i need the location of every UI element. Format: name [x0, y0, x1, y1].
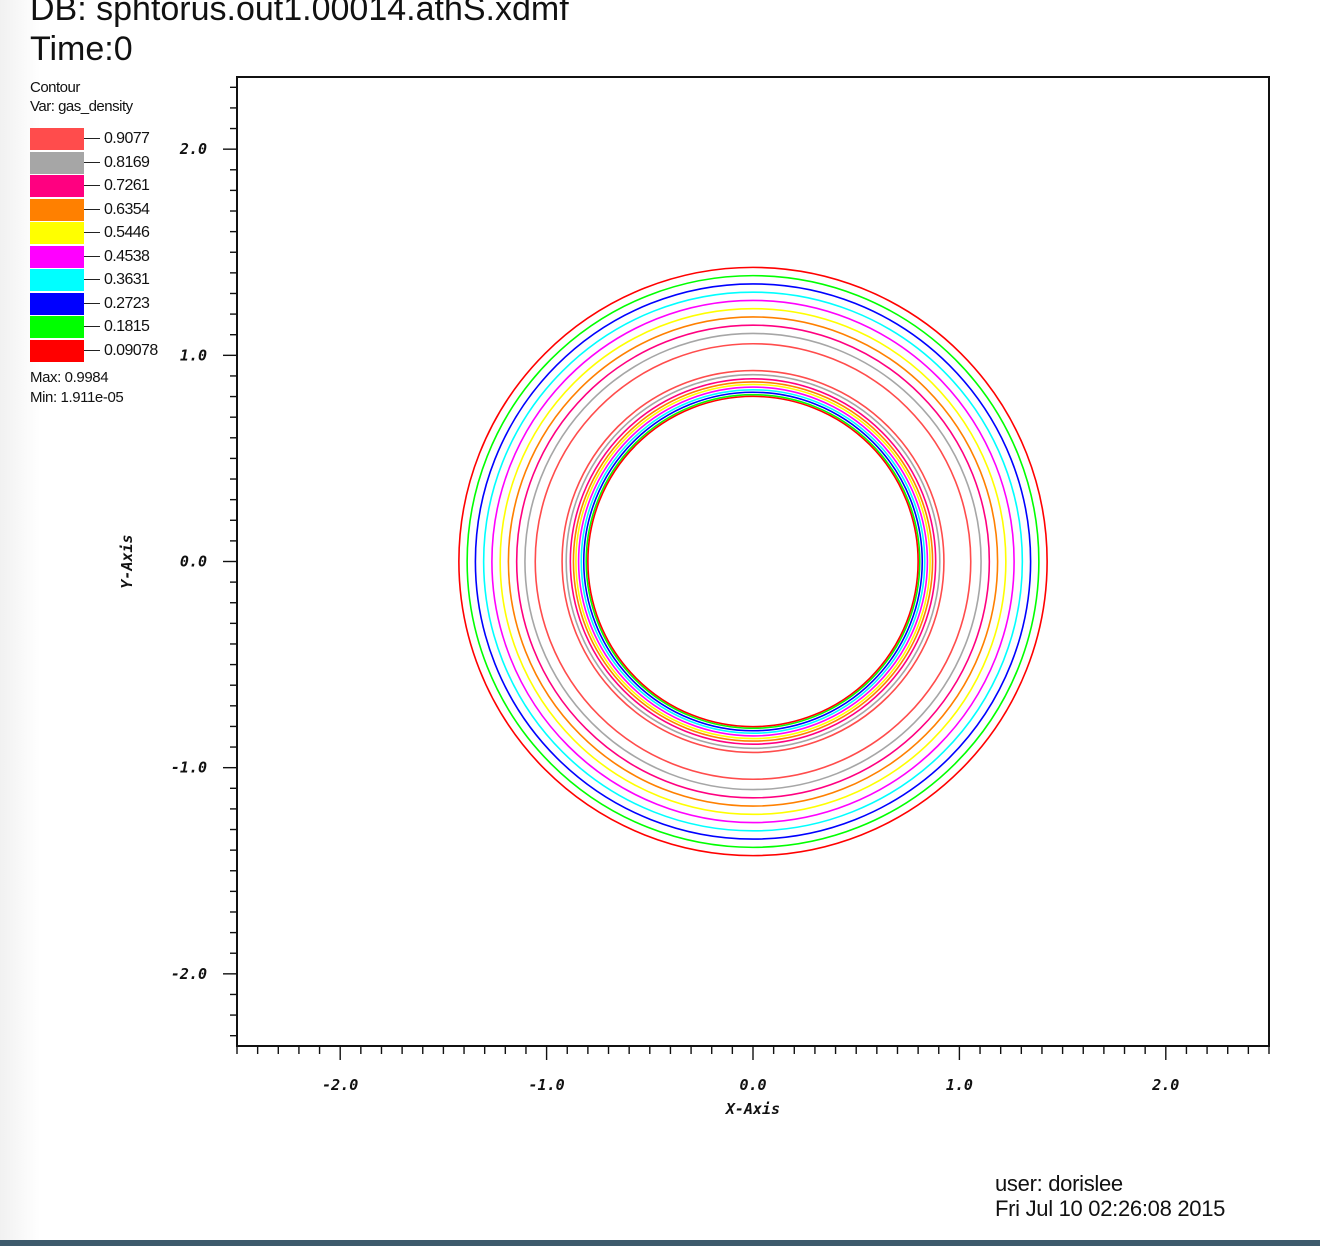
contour-line [585, 393, 921, 730]
legend-entry: 0.2723 [30, 292, 230, 315]
legend-label: 0.9077 [104, 130, 150, 147]
contour-line [474, 283, 1032, 840]
contour-line [565, 373, 941, 750]
legend-tick [84, 138, 100, 139]
x-tick-label: 0.0 [739, 1076, 766, 1094]
legend-label: 0.5446 [104, 224, 150, 241]
contour-line [575, 383, 931, 740]
legend-tick [84, 255, 100, 257]
legend-min: Min: 1.911e-05 [30, 389, 124, 406]
legend-max: Max: 0.9984 [30, 369, 109, 386]
plot-frame [236, 76, 1270, 1047]
contour-line [569, 378, 937, 745]
legend-title: Contour [30, 79, 80, 96]
legend-entry: 0.5446 [30, 222, 230, 244]
window-bottom-edge [0, 1240, 1320, 1246]
database-title: DB: sphtorus.out1.00014.athS.xdmf [30, 0, 569, 28]
legend-entry: 0.4538 [30, 245, 230, 268]
legend-swatch [30, 269, 84, 291]
legend-entry: 0.9077 [30, 128, 230, 150]
legend-tick [84, 279, 100, 280]
contour-line [577, 386, 929, 737]
contour-line [582, 391, 924, 732]
contour-line [561, 369, 945, 754]
legend-stats: Max: 0.9984 Min: 1.911e-05 [30, 368, 124, 408]
contour-line [587, 395, 919, 728]
legend-swatch [30, 245, 84, 268]
contour-line [491, 299, 1015, 824]
legend-tick [84, 161, 100, 163]
x-tick-label: -2.0 [322, 1076, 358, 1094]
legend-swatch [30, 292, 84, 315]
legend-variable: Var: gas_density [30, 98, 133, 115]
legend-label: 0.7261 [104, 177, 150, 194]
legend-swatch [30, 151, 84, 174]
time-label: Time:0 [30, 30, 133, 68]
y-tick-label: 2.0 [179, 140, 207, 158]
legend-entry: 0.1815 [30, 316, 230, 338]
footer-date: Fri Jul 10 02:26:08 2015 [995, 1196, 1226, 1221]
y-tick-label: 1.0 [180, 346, 207, 364]
contour-line [458, 266, 1048, 857]
contour-line [507, 316, 999, 807]
contour-line [572, 381, 934, 742]
contour-line [466, 274, 1040, 849]
legend-label: 0.1815 [104, 318, 150, 335]
contour-line [482, 291, 1024, 832]
contour-line [515, 324, 991, 799]
legend-swatch [30, 175, 84, 197]
legend-tick [84, 326, 100, 327]
legend-entry: 0.6354 [30, 198, 230, 221]
legend-tick [84, 302, 100, 304]
contour-line [534, 342, 972, 781]
legend-swatch [30, 339, 84, 362]
contour-line [524, 332, 982, 791]
x-tick-label: -1.0 [529, 1076, 565, 1094]
legend-tick [84, 349, 100, 351]
contour-line [580, 388, 926, 735]
legend-entry: 0.09078 [30, 339, 230, 362]
legend-swatch [30, 222, 84, 244]
legend-entry: 0.7261 [30, 175, 230, 197]
legend-swatch [30, 128, 84, 150]
legend-tick [84, 232, 100, 233]
legend-label: 0.4538 [104, 247, 150, 265]
legend-label: 0.3631 [104, 271, 150, 288]
legend-label: 0.6354 [104, 200, 150, 218]
legend-swatch [30, 316, 84, 338]
y-tick-label: -1.0 [171, 759, 207, 777]
contour-line [499, 307, 1007, 816]
y-axis-title: Y-Axis [118, 534, 136, 588]
legend-label: 0.09078 [104, 341, 158, 359]
legend-label: 0.2723 [104, 294, 150, 312]
legend-label: 0.8169 [104, 153, 150, 171]
x-axis-title: X-Axis [724, 1100, 780, 1118]
x-tick-label: 1.0 [946, 1076, 973, 1094]
legend-entry: 0.3631 [30, 269, 230, 291]
legend-header: Contour Var: gas_density [30, 78, 133, 116]
footer-user: user: dorislee [995, 1171, 1123, 1196]
legend-tick [84, 185, 100, 186]
legend-tick [84, 208, 100, 210]
y-tick-label: 0.0 [180, 553, 207, 571]
legend-entry: 0.8169 [30, 151, 230, 174]
legend-swatch [30, 198, 84, 221]
x-tick-label: 2.0 [1151, 1076, 1179, 1094]
y-tick-label: -2.0 [171, 965, 207, 983]
